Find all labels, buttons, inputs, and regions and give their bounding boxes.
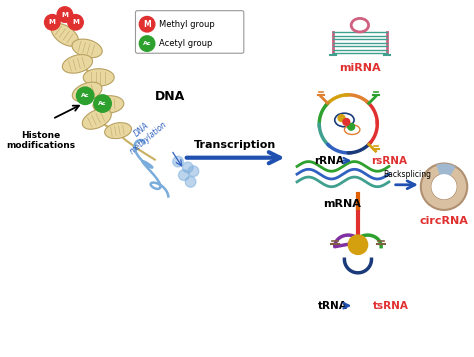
Text: Methyl group: Methyl group: [159, 20, 214, 29]
Wedge shape: [436, 164, 456, 187]
Text: DNA
methylation: DNA methylation: [121, 111, 169, 156]
Text: mRNA: mRNA: [324, 199, 361, 209]
Ellipse shape: [105, 123, 131, 139]
Ellipse shape: [51, 24, 79, 46]
Circle shape: [76, 87, 94, 105]
Circle shape: [45, 15, 60, 30]
Text: Histone
modifications: Histone modifications: [6, 131, 75, 150]
Text: Ac: Ac: [81, 93, 90, 98]
Circle shape: [68, 15, 83, 30]
Circle shape: [338, 115, 345, 121]
Circle shape: [182, 162, 193, 173]
Circle shape: [343, 119, 350, 125]
Ellipse shape: [93, 96, 124, 113]
Text: DNA: DNA: [155, 90, 185, 103]
Ellipse shape: [72, 39, 102, 58]
Circle shape: [57, 7, 73, 22]
Circle shape: [421, 164, 467, 210]
Text: M: M: [49, 19, 56, 25]
FancyBboxPatch shape: [136, 11, 244, 53]
Text: Backsplicing: Backsplicing: [383, 170, 431, 179]
Ellipse shape: [351, 19, 369, 32]
Circle shape: [431, 174, 456, 199]
Text: Acetyl group: Acetyl group: [159, 39, 212, 48]
Circle shape: [173, 156, 183, 167]
Text: tRNA: tRNA: [318, 301, 347, 311]
Circle shape: [348, 235, 368, 255]
Circle shape: [188, 166, 199, 177]
Ellipse shape: [82, 109, 111, 129]
Text: Ac: Ac: [143, 41, 151, 46]
Text: miRNA: miRNA: [339, 63, 381, 73]
Circle shape: [431, 174, 456, 199]
Circle shape: [139, 16, 155, 32]
Text: tsRNA: tsRNA: [373, 301, 409, 311]
Circle shape: [94, 95, 111, 112]
Text: M: M: [72, 19, 79, 25]
Circle shape: [139, 36, 155, 51]
Text: Transcription: Transcription: [194, 140, 276, 150]
Ellipse shape: [83, 69, 114, 86]
Circle shape: [185, 177, 196, 187]
Text: rsRNA: rsRNA: [371, 156, 407, 166]
Text: circRNA: circRNA: [419, 216, 468, 226]
Text: rRNA: rRNA: [314, 156, 344, 166]
Circle shape: [348, 124, 355, 130]
Text: Ac: Ac: [98, 101, 107, 106]
Ellipse shape: [62, 55, 92, 73]
Text: M: M: [143, 20, 151, 29]
Ellipse shape: [72, 82, 102, 102]
Text: M: M: [62, 11, 68, 17]
Circle shape: [179, 170, 189, 180]
